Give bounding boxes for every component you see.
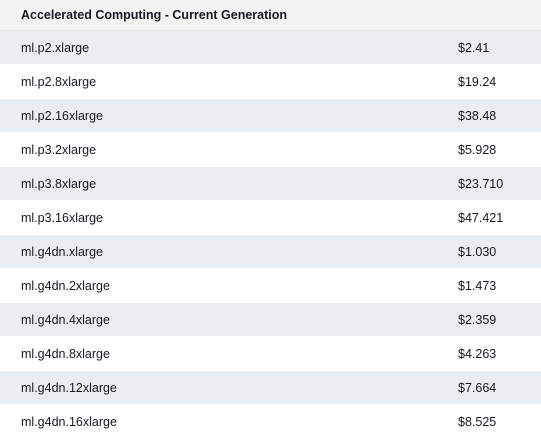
price-cell: $1.473 (458, 268, 541, 303)
pricing-table-body: ml.p2.xlarge $2.41 ml.p2.8xlarge $19.24 ml.p… (0, 30, 541, 439)
price-cell: $2.359 (458, 302, 541, 337)
instance-type-cell: ml.p3.8xlarge (0, 166, 458, 201)
table-row: ml.g4dn.8xlarge $4.263 (0, 336, 541, 371)
price-cell: $23.710 (458, 166, 541, 201)
instance-type-cell: ml.p2.16xlarge (0, 98, 458, 133)
table-row: ml.p2.8xlarge $19.24 (0, 64, 541, 99)
table-row: ml.p3.2xlarge $5.928 (0, 132, 541, 167)
instance-type-cell: ml.g4dn.xlarge (0, 234, 458, 269)
instance-type-cell: ml.g4dn.8xlarge (0, 336, 458, 371)
price-cell: $19.24 (458, 64, 541, 99)
instance-type-cell: ml.g4dn.4xlarge (0, 302, 458, 337)
table-row: ml.g4dn.16xlarge $8.525 (0, 404, 541, 439)
table-row: ml.p3.16xlarge $47.421 (0, 200, 541, 235)
table-header-row: Accelerated Computing - Current Generati… (0, 0, 541, 31)
instance-type-cell: ml.g4dn.12xlarge (0, 370, 458, 405)
table-row: ml.g4dn.12xlarge $7.664 (0, 370, 541, 405)
instance-type-cell: ml.p3.16xlarge (0, 200, 458, 235)
table-row: ml.p2.xlarge $2.41 (0, 30, 541, 65)
price-cell: $38.48 (458, 98, 541, 133)
instance-type-cell: ml.g4dn.2xlarge (0, 268, 458, 303)
table-header: Accelerated Computing - Current Generati… (0, 0, 541, 31)
table-row: ml.p2.16xlarge $38.48 (0, 98, 541, 133)
price-cell: $4.263 (458, 336, 541, 371)
table-row: ml.g4dn.4xlarge $2.359 (0, 302, 541, 337)
price-cell: $5.928 (458, 132, 541, 167)
table-row: ml.g4dn.xlarge $1.030 (0, 234, 541, 269)
price-cell: $8.525 (458, 404, 541, 439)
instance-type-cell: ml.p3.2xlarge (0, 132, 458, 167)
instance-type-cell: ml.p2.xlarge (0, 30, 458, 65)
price-cell: $7.664 (458, 370, 541, 405)
price-cell: $2.41 (458, 30, 541, 65)
table-row: ml.g4dn.2xlarge $1.473 (0, 268, 541, 303)
price-cell: $1.030 (458, 234, 541, 269)
table-row: ml.p3.8xlarge $23.710 (0, 166, 541, 201)
price-cell: $47.421 (458, 200, 541, 235)
instance-type-cell: ml.g4dn.16xlarge (0, 404, 458, 439)
instance-type-cell: ml.p2.8xlarge (0, 64, 458, 99)
